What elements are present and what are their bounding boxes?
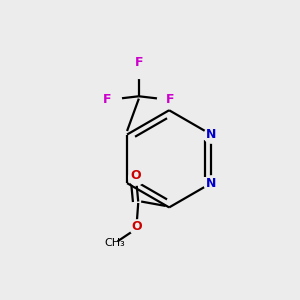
Text: N: N bbox=[206, 177, 216, 190]
Text: F: F bbox=[135, 56, 143, 69]
Text: F: F bbox=[103, 93, 112, 106]
Text: O: O bbox=[130, 169, 141, 182]
Text: CH₃: CH₃ bbox=[104, 238, 125, 248]
Text: O: O bbox=[131, 220, 142, 233]
Text: N: N bbox=[206, 128, 216, 141]
Text: F: F bbox=[166, 93, 175, 106]
